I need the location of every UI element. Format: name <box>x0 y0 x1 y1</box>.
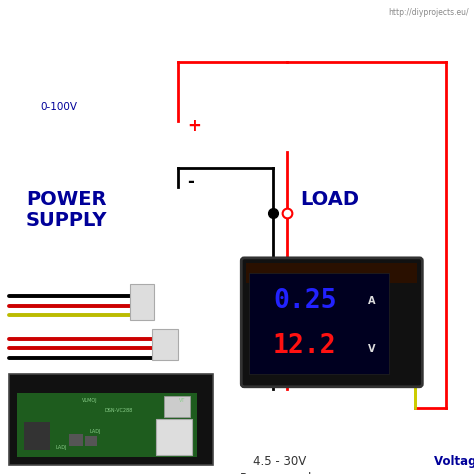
Bar <box>246 263 417 283</box>
Text: DSN-VC288: DSN-VC288 <box>104 408 133 412</box>
Text: 0-100V: 0-100V <box>40 102 77 112</box>
Text: VT: VT <box>179 398 186 403</box>
Bar <box>69 434 83 446</box>
Text: Voltage sense: Voltage sense <box>434 455 474 468</box>
Text: -: - <box>187 173 194 191</box>
Bar <box>152 329 178 360</box>
Text: +: + <box>187 117 201 135</box>
Bar <box>17 393 197 457</box>
Text: V: V <box>368 344 376 354</box>
Bar <box>85 436 97 446</box>
Text: 4.5 - 30V
Power supply: 4.5 - 30V Power supply <box>240 455 319 474</box>
FancyBboxPatch shape <box>241 258 422 387</box>
Text: LOAD: LOAD <box>300 190 359 209</box>
Text: http://diyprojects.eu/: http://diyprojects.eu/ <box>389 8 469 17</box>
Text: 0.25: 0.25 <box>273 288 337 314</box>
Bar <box>24 422 50 450</box>
Text: LADJ: LADJ <box>56 446 67 450</box>
Bar <box>130 284 154 320</box>
Bar <box>164 396 190 417</box>
Bar <box>9 374 213 465</box>
Text: 12.2: 12.2 <box>273 333 337 359</box>
Text: A: A <box>368 296 376 306</box>
Text: LADJ: LADJ <box>89 429 100 434</box>
Bar <box>249 273 389 374</box>
Text: POWER
SUPPLY: POWER SUPPLY <box>26 190 107 230</box>
Bar <box>156 419 192 455</box>
Text: VLMOJ: VLMOJ <box>82 398 98 403</box>
